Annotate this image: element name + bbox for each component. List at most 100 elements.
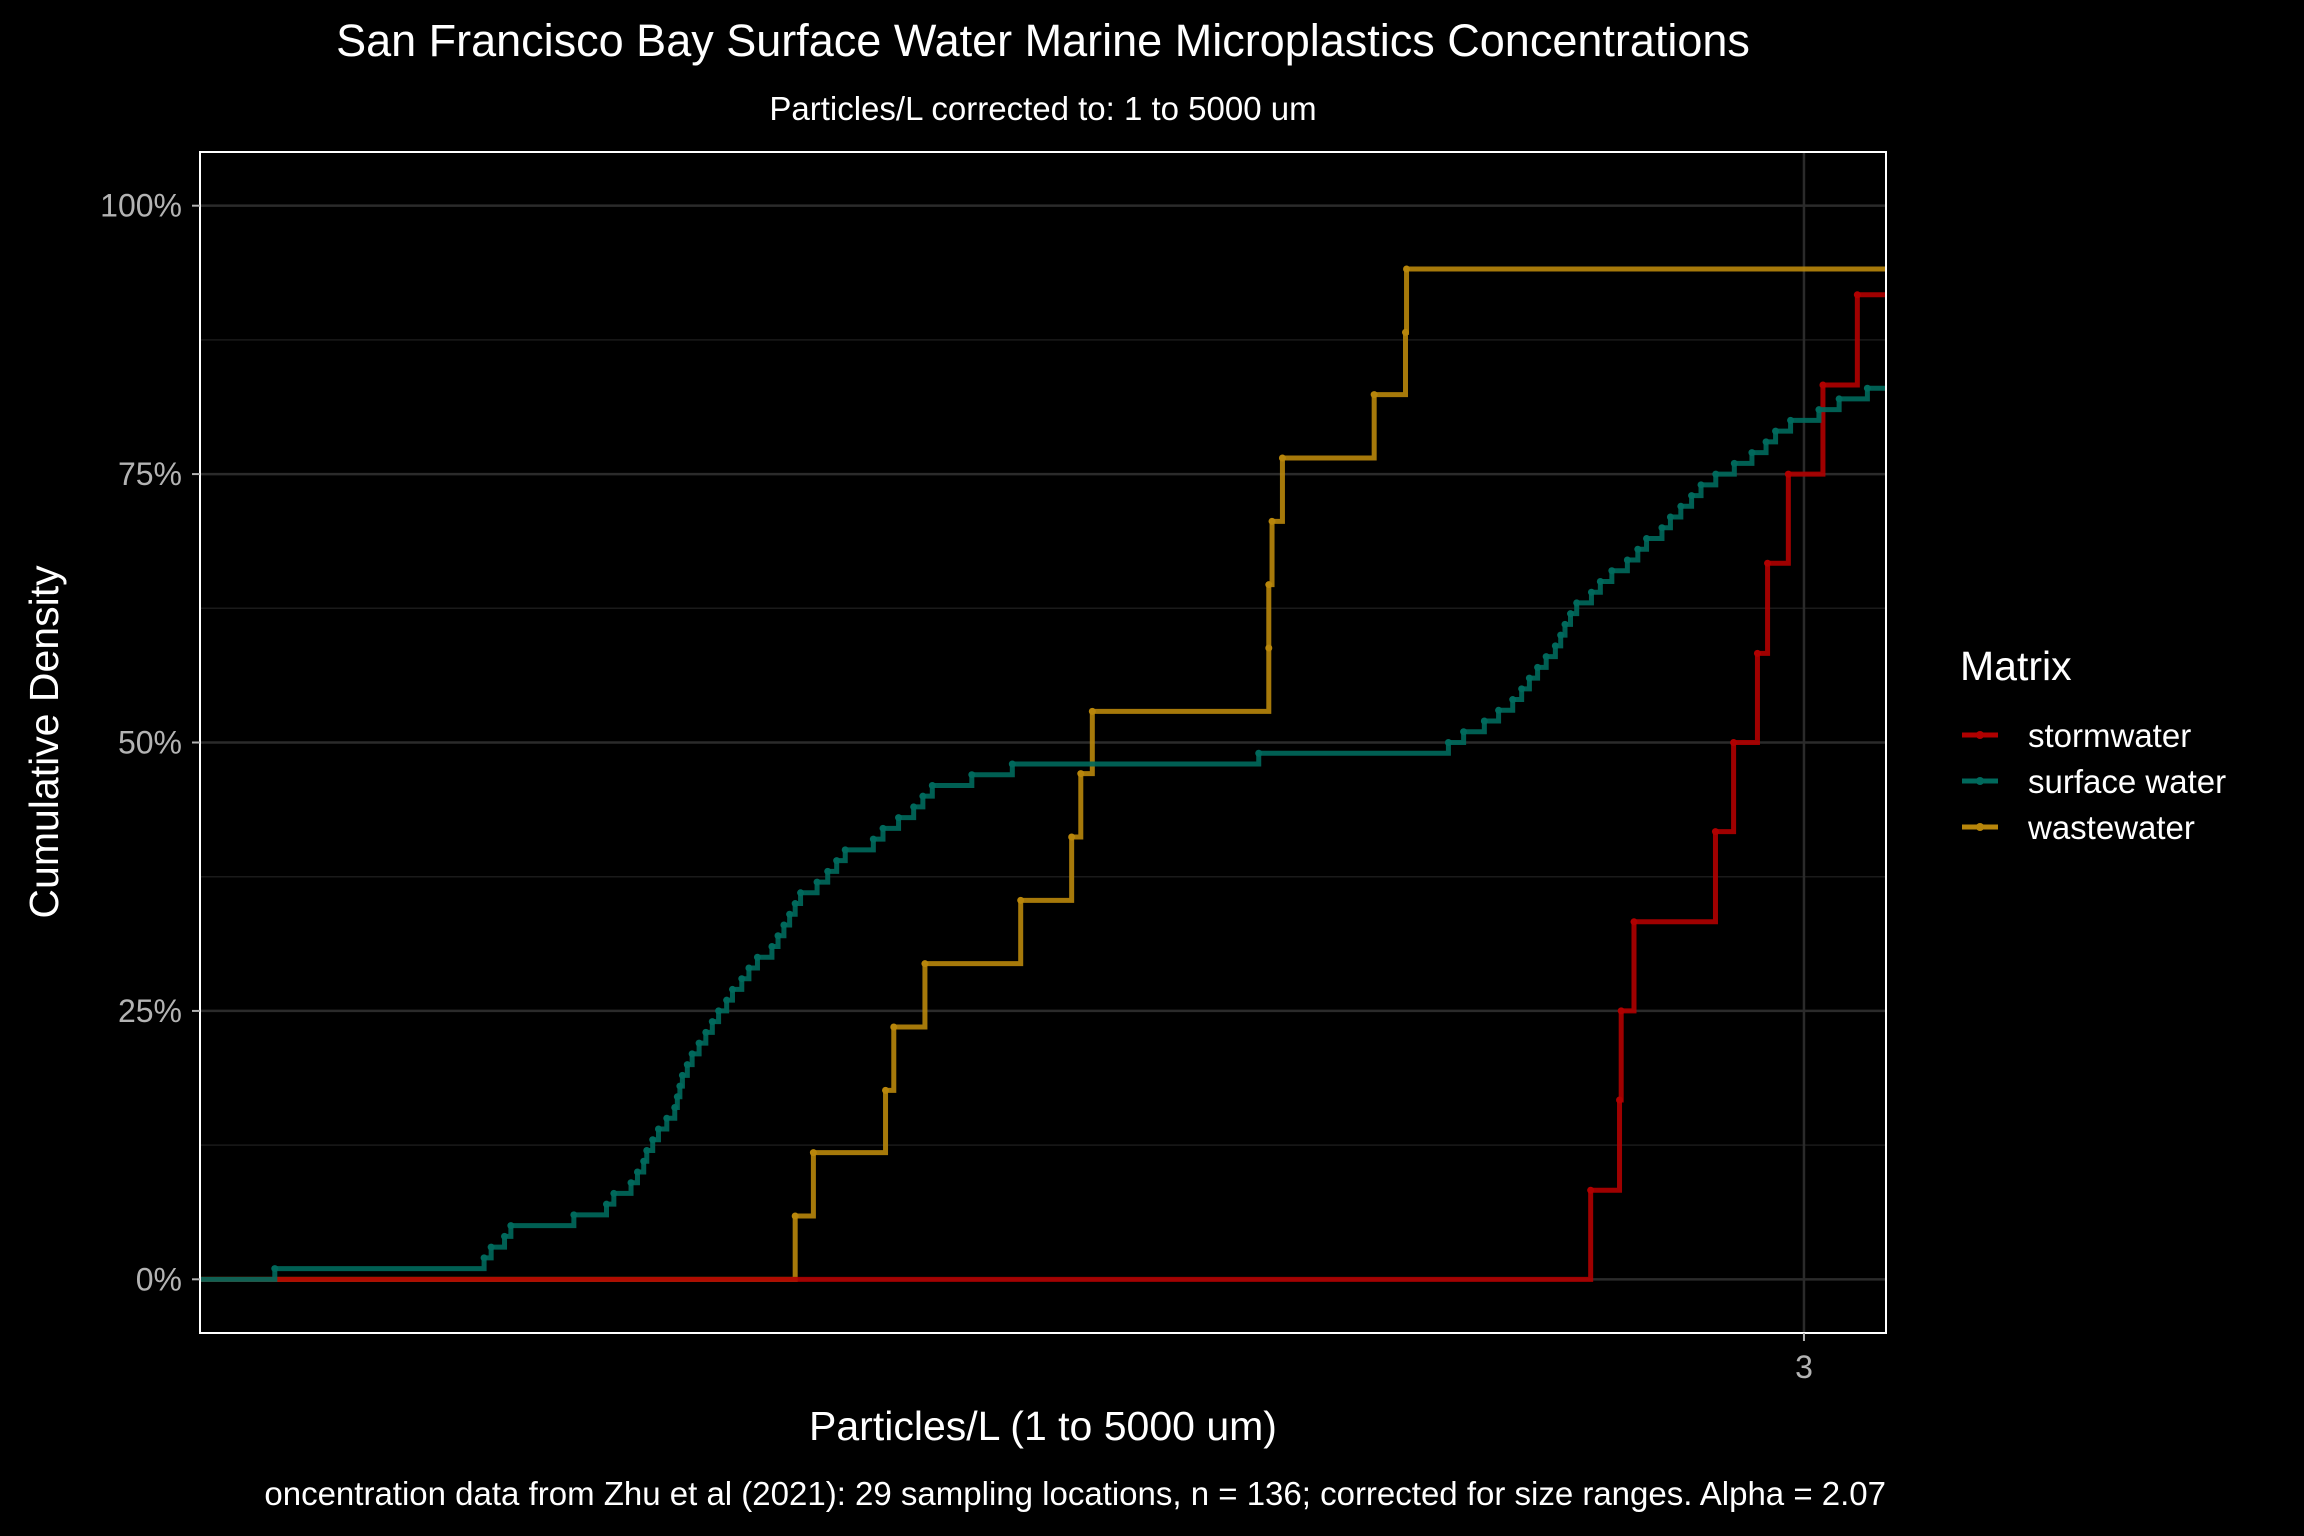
- data-point: [738, 975, 746, 983]
- data-point: [1480, 717, 1488, 725]
- data-point: [1616, 1096, 1624, 1104]
- data-point: [1542, 653, 1550, 661]
- legend-item-surface-water: surface water: [1962, 763, 2226, 800]
- data-point: [1658, 524, 1666, 532]
- data-point: [1077, 770, 1085, 778]
- data-point: [487, 1243, 495, 1251]
- data-point: [1265, 581, 1273, 589]
- legend-key-point: [1976, 823, 1984, 831]
- legend: stormwater surface water wastewater: [1962, 717, 2226, 846]
- data-point: [1608, 567, 1616, 575]
- data-point: [1712, 470, 1720, 478]
- x-tick-label: 3: [1795, 1349, 1813, 1385]
- data-point: [480, 1254, 488, 1262]
- data-point: [882, 1086, 890, 1094]
- data-point: [570, 1211, 578, 1219]
- data-point: [921, 960, 929, 968]
- data-point: [1008, 760, 1016, 768]
- y-axis-ticks: 0% 25% 50% 75% 100%: [100, 188, 200, 1297]
- data-point: [791, 900, 799, 908]
- data-point: [869, 835, 877, 843]
- data-point: [676, 1082, 684, 1090]
- data-point: [1730, 459, 1738, 467]
- data-point: [1787, 416, 1795, 424]
- legend-item-wastewater: wastewater: [1962, 809, 2195, 846]
- series-wastewater: [200, 265, 1886, 1282]
- data-point: [683, 1061, 691, 1069]
- data-point: [1748, 449, 1756, 457]
- data-point: [649, 1136, 657, 1144]
- x-axis-title: Particles/L (1 to 5000 um): [809, 1403, 1277, 1449]
- data-point: [919, 792, 927, 800]
- y-tick-label: 25%: [118, 993, 182, 1029]
- data-point: [841, 846, 849, 854]
- data-point: [774, 932, 782, 940]
- data-point: [1617, 1007, 1625, 1015]
- data-point: [640, 1157, 648, 1165]
- data-point: [813, 878, 821, 886]
- data-point: [1017, 896, 1025, 904]
- y-axis-title: Cumulative Density: [21, 565, 67, 919]
- data-point: [1370, 391, 1378, 399]
- data-point: [1573, 599, 1581, 607]
- data-point: [1762, 438, 1770, 446]
- data-point: [501, 1232, 509, 1240]
- data-point: [1587, 1186, 1595, 1194]
- series-surface-water: [200, 384, 1886, 1282]
- data-point: [786, 910, 794, 918]
- data-point: [1815, 406, 1823, 414]
- data-point: [673, 1093, 681, 1101]
- data-point: [1534, 663, 1542, 671]
- y-tick-label: 50%: [118, 725, 182, 761]
- data-point: [723, 996, 731, 1004]
- legend-label: surface water: [2028, 763, 2226, 800]
- x-axis-ticks: 3: [1795, 1333, 1813, 1385]
- data-point: [968, 771, 976, 779]
- data-point: [1697, 481, 1705, 489]
- data-point: [797, 889, 805, 897]
- data-point: [688, 1050, 696, 1058]
- data-point: [1444, 739, 1452, 746]
- data-point: [768, 942, 776, 950]
- data-point: [791, 1212, 799, 1220]
- data-point: [1666, 513, 1674, 521]
- data-point: [715, 1007, 723, 1015]
- data-point: [678, 1071, 686, 1079]
- data-point: [663, 1114, 671, 1122]
- data-point: [1819, 381, 1827, 389]
- data-point: [1268, 517, 1276, 525]
- data-point: [1623, 556, 1631, 564]
- data-point: [1634, 545, 1642, 553]
- data-point: [1688, 492, 1696, 500]
- data-point: [1630, 918, 1638, 926]
- legend-label: wastewater: [2027, 809, 2195, 846]
- legend-key-point: [1976, 777, 1984, 785]
- data-point: [507, 1222, 515, 1230]
- data-point: [695, 1039, 703, 1047]
- legend-title: Matrix: [1960, 643, 2072, 689]
- data-point: [1518, 685, 1526, 693]
- y-tick-label: 100%: [100, 188, 182, 224]
- series-stormwater: [200, 291, 1886, 1282]
- data-point: [603, 1200, 611, 1208]
- data-point: [1730, 739, 1738, 746]
- data-point: [833, 857, 841, 865]
- data-point: [1551, 642, 1559, 650]
- chart-subtitle: Particles/L corrected to: 1 to 5000 um: [769, 90, 1316, 127]
- data-point: [1835, 395, 1843, 403]
- data-point: [1863, 384, 1871, 392]
- data-point: [1567, 610, 1575, 618]
- chart-caption: oncentration data from Zhu et al (2021):…: [264, 1475, 1886, 1512]
- data-point: [1753, 649, 1761, 657]
- data-point: [708, 1018, 716, 1026]
- y-tick-label: 75%: [118, 456, 182, 492]
- data-point: [633, 1168, 641, 1176]
- data-point: [879, 824, 887, 832]
- data-point: [671, 1104, 679, 1112]
- data-point: [1068, 833, 1076, 841]
- data-point: [1677, 502, 1685, 510]
- data-point: [745, 964, 753, 972]
- legend-item-stormwater: stormwater: [1962, 717, 2191, 754]
- y-tick-label: 0%: [136, 1261, 182, 1297]
